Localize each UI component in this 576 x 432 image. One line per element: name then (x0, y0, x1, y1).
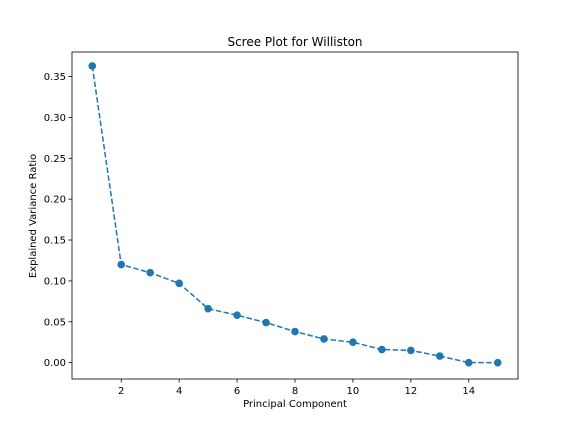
y-tick-label: 0.05 (44, 317, 66, 328)
x-tick-label: 2 (118, 386, 124, 397)
data-point (117, 260, 126, 269)
data-point (233, 311, 241, 320)
y-tick-label: 0.10 (44, 276, 66, 287)
y-tick-label: 0.35 (44, 72, 66, 83)
x-tick-label: 10 (347, 386, 360, 397)
data-point (407, 346, 415, 355)
data-point (436, 352, 444, 360)
y-axis-label: Explained Variance Ratio (28, 154, 39, 278)
y-tick-label: 0.15 (44, 236, 66, 247)
data-point (493, 358, 502, 367)
data-point (175, 279, 183, 288)
y-tick-label: 0.30 (44, 113, 66, 124)
x-tick-label: 8 (292, 386, 298, 397)
plot-area: 2 4 6 8 10 12 14 0.00 0.05 0.10 0.15 0.20 0.25 0.30 0.… (44, 51, 519, 397)
data-point (464, 358, 473, 367)
chart-title: Scree Plot for Williston (227, 35, 362, 49)
data-point (88, 62, 97, 70)
y-tick-label: 0.00 (44, 358, 66, 369)
data-point (349, 338, 357, 347)
x-tick-label: 12 (404, 386, 417, 397)
x-axis-label: Principal Component (243, 399, 347, 410)
x-tick-label: 6 (234, 386, 240, 397)
data-point (204, 304, 212, 313)
series-line (91, 65, 498, 364)
data-point (146, 268, 154, 277)
data-point (378, 345, 386, 354)
data-point (262, 318, 270, 327)
x-tick-label: 4 (176, 386, 182, 397)
x-tick-label: 14 (462, 386, 475, 397)
y-tick-label: 0.25 (44, 154, 66, 165)
y-tick-label: 0.20 (44, 195, 66, 206)
data-point (320, 335, 328, 343)
data-point (291, 327, 299, 336)
